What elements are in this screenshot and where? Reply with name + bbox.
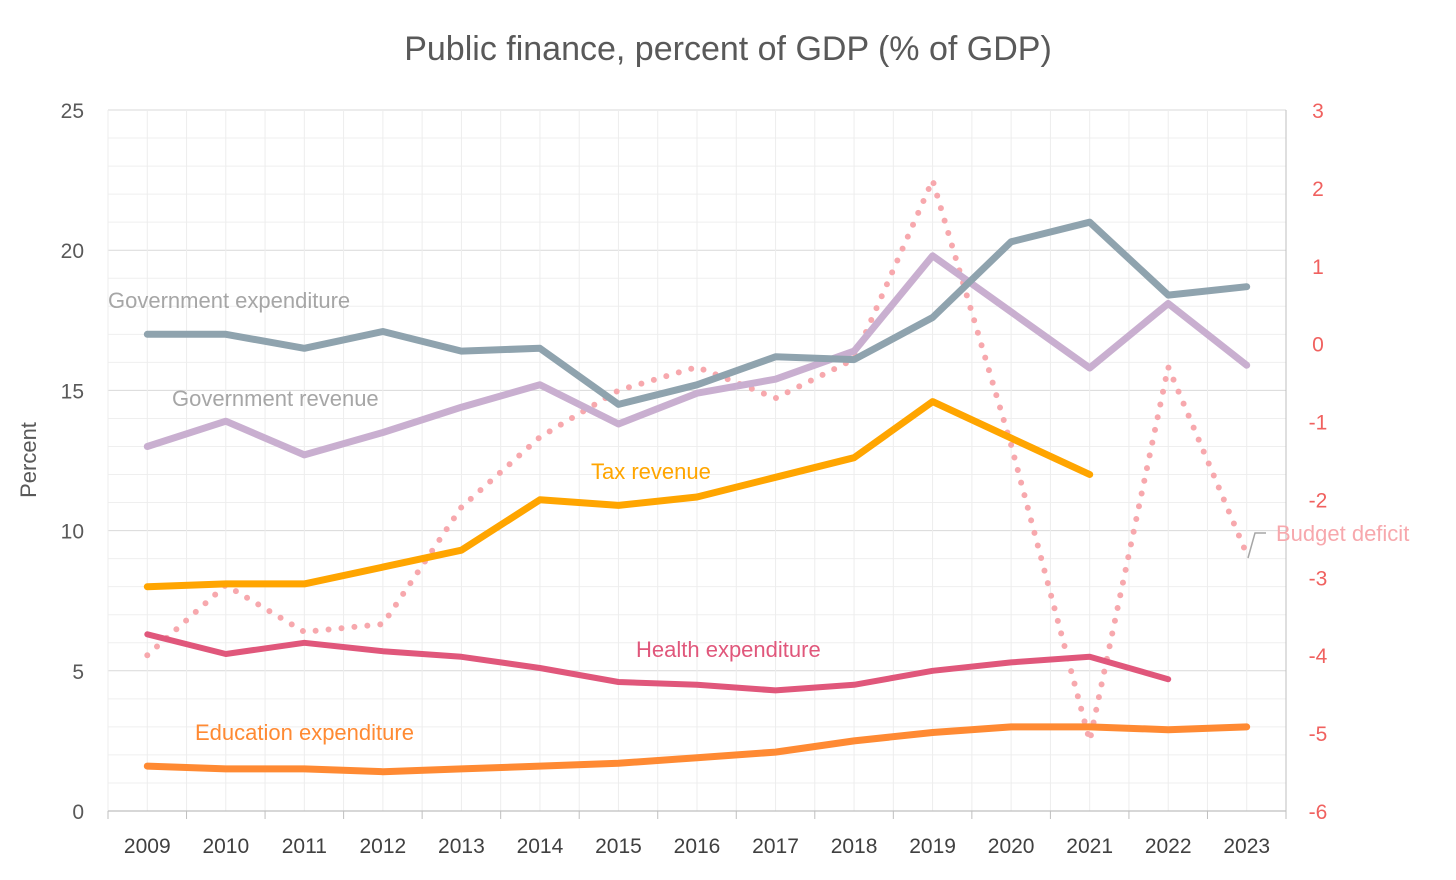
y-tick-label: 5 (72, 661, 84, 684)
health-expenditure-line (144, 631, 1172, 694)
series-labels: Government expenditure Government revenue… (108, 288, 1409, 745)
x-tick-label: 2010 (202, 835, 249, 858)
y2-tick-label: -1 (1309, 412, 1328, 435)
budget-deficit-line (144, 177, 1250, 744)
x-tick-label: 2016 (674, 835, 721, 858)
y-tick-label: 20 (61, 240, 84, 263)
x-tick-label: 2013 (438, 835, 485, 858)
x-tick-label: 2017 (752, 835, 799, 858)
y2-tick-label: 2 (1312, 178, 1324, 201)
budget-deficit-leader-line (1247, 532, 1266, 559)
x-tick-label: 2011 (282, 835, 327, 858)
x-tick-label: 2022 (1145, 835, 1192, 858)
x-tick-label: 2021 (1066, 835, 1113, 858)
y2-tick-label: 1 (1312, 256, 1324, 279)
axes: 0 5 10 15 20 25 -6 -5 -4 -3 -2 -1 0 1 2 3 2009 2010 2011 20… (61, 100, 1328, 858)
chart-title: Public finance, percent of GDP (% of GDP… (404, 30, 1052, 68)
series-label: Health expenditure (636, 637, 821, 662)
series-label: Tax revenue (591, 459, 711, 484)
y2-tick-label: -2 (1309, 489, 1328, 512)
x-tick-label: 2023 (1223, 835, 1270, 858)
series-label: Government expenditure (108, 288, 350, 313)
series-label: Government revenue (172, 386, 379, 411)
series-label: Budget deficit (1276, 521, 1409, 546)
y2-tick-label: -3 (1309, 567, 1328, 590)
y-tick-label: 10 (61, 521, 84, 544)
education-expenditure-line (143, 723, 1251, 776)
x-tick-label: 2012 (360, 835, 407, 858)
x-tick-label: 2020 (988, 835, 1035, 858)
y2-tick-label: -5 (1309, 723, 1328, 746)
x-tick-label: 2018 (831, 835, 878, 858)
tax-revenue-line (143, 398, 1094, 591)
x-tick-label: 2015 (595, 835, 642, 858)
y2-tick-label: 0 (1312, 334, 1324, 357)
y-tick-label: 15 (61, 380, 84, 403)
y-tick-label: 0 (72, 801, 84, 824)
y2-tick-label: -4 (1309, 645, 1328, 668)
y-axis-label: Percent (16, 422, 41, 498)
x-tick-label: 2019 (909, 835, 956, 858)
y2-tick-label: 3 (1312, 100, 1324, 123)
series-label: Education expenditure (195, 720, 414, 745)
y2-tick-label: -6 (1309, 801, 1328, 824)
series-lines (143, 177, 1251, 776)
x-tick-label: 2014 (517, 835, 564, 858)
y-tick-label: 25 (61, 100, 84, 123)
x-tick-label: 2009 (124, 835, 171, 858)
